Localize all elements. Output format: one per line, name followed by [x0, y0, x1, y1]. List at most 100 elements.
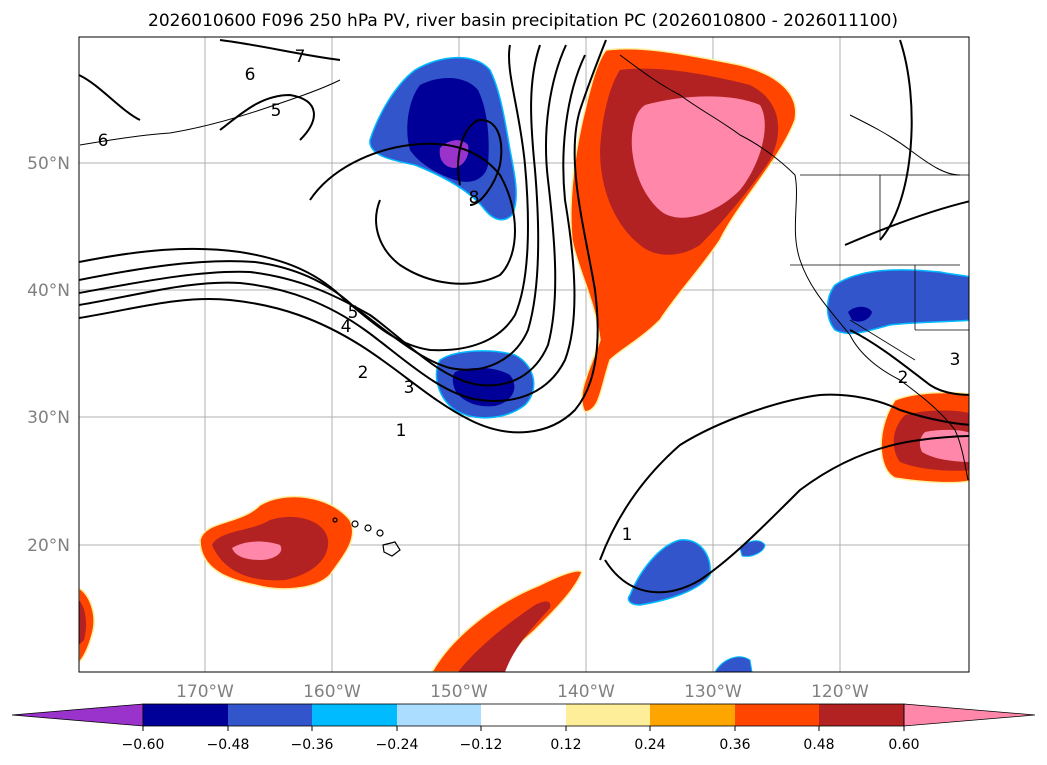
pos-west-edge-mid [79, 600, 87, 645]
island-big [382, 541, 401, 557]
negative-anomaly-california [826, 269, 969, 335]
lat-label-40n: 40°N [27, 281, 70, 301]
latitude-labels: 50°N 40°N 30°N 20°N [27, 154, 70, 556]
contour-label: 2 [358, 363, 369, 383]
neg-se-low [627, 539, 711, 606]
colorbar-segment [228, 704, 312, 726]
colorbar-tick-labels: −0.60 −0.48 −0.36 −0.24 −0.12 0.12 0.24 … [122, 737, 920, 753]
colorbar-tick-label: 0.36 [719, 737, 750, 753]
pv-contour-13 [849, 329, 969, 396]
neg-region-mid [407, 78, 489, 182]
coastline [79, 54, 969, 481]
pv-contour-4 [79, 44, 541, 371]
hawaii [332, 517, 401, 557]
island-4 [376, 529, 384, 537]
contour-labels: 7 6 6 5 8 5 4 2 3 1 1 3 2 [98, 47, 961, 545]
lon-label-160w: 160°W [303, 682, 361, 702]
colorbar-segment [481, 704, 566, 726]
pv-contour-3 [79, 44, 567, 387]
lon-label-170w: 170°W [176, 682, 234, 702]
map-content [79, 37, 969, 672]
colorbar-tick-label: −0.24 [376, 737, 419, 753]
contour-label: 4 [341, 317, 352, 337]
negative-anomaly-gulf-alaska [369, 56, 517, 221]
contour-label: 1 [396, 421, 407, 441]
positive-anomaly-south [79, 570, 583, 672]
contour-label: 5 [348, 303, 359, 323]
pv-contour-6 [309, 142, 516, 285]
contour-label: 6 [245, 65, 256, 85]
colorbar-segment [819, 704, 904, 726]
contour-label: 2 [898, 368, 909, 388]
contour-label: 3 [404, 378, 415, 398]
colorbar-tick-label: −0.48 [207, 737, 250, 753]
border-state-4 [849, 319, 916, 361]
positive-anomaly-baja [880, 391, 969, 484]
pv-contour-8 [79, 74, 141, 121]
coast-canada [849, 114, 961, 176]
lat-label-30n: 30°N [27, 408, 70, 428]
contour-label: 7 [295, 47, 306, 67]
colorbar-tick-label: 0.12 [550, 737, 581, 753]
colorbar-ticks [142, 726, 905, 731]
pv-contours [79, 39, 969, 594]
contour-label: 3 [950, 350, 961, 370]
colorbar-tick-label: −0.12 [460, 737, 503, 753]
lon-label-120w: 120°W [811, 682, 869, 702]
colorbar-tick-label: 0.24 [634, 737, 665, 753]
island-1 [332, 517, 338, 523]
pv-contour-10 [599, 393, 969, 561]
colorbar-tick-label: 0.60 [888, 737, 919, 753]
map-background [79, 37, 969, 672]
colorbar-extend-min [11, 703, 144, 727]
pv-contour-9 [457, 118, 503, 206]
neg-se-bottom [714, 656, 753, 672]
colorbar-outline [142, 703, 905, 727]
borders [790, 174, 969, 361]
colorbar: −0.60 −0.48 −0.36 −0.24 −0.12 0.12 0.24 … [11, 703, 1036, 753]
island-2 [351, 520, 359, 528]
colorbar-segment [650, 704, 735, 726]
negative-anomaly-southeast [627, 539, 766, 672]
lon-label-130w: 130°W [684, 682, 742, 702]
lon-label-150w: 150°W [430, 682, 488, 702]
contour-label: 8 [469, 188, 480, 208]
lat-label-50n: 50°N [27, 154, 70, 174]
colorbar-extend-max [903, 703, 1036, 727]
pv-contour-14 [879, 39, 913, 241]
contour-label: 5 [271, 101, 282, 121]
pv-contour-11 [604, 435, 969, 594]
coast-aleutians [79, 79, 341, 146]
pos-south-mid [458, 601, 551, 672]
colorbar-segment [735, 704, 819, 726]
colorbar-segment [143, 704, 228, 726]
positive-anomaly-pacific-nw [570, 47, 797, 413]
pv-contour-7 [219, 93, 315, 141]
pos-region-high [631, 96, 765, 218]
coast-north-america [619, 54, 969, 481]
lon-label-140w: 140°W [557, 682, 615, 702]
colorbar-tick-label: −0.60 [122, 737, 165, 753]
lat-label-20n: 20°N [27, 536, 70, 556]
map-frame [78, 36, 970, 673]
positive-anomaly-subtropical [199, 495, 354, 590]
contour-label: 1 [622, 525, 633, 545]
island-3 [364, 524, 372, 532]
pv-contour-5 [79, 44, 529, 352]
figure-title: 2026010600 F096 250 hPa PV, river basin … [148, 11, 898, 31]
pv-contour-15 [219, 39, 341, 61]
neg-se-small [739, 540, 766, 557]
colorbar-segment [312, 704, 397, 726]
pv-contour-12 [844, 200, 969, 246]
pos-sub-high [232, 541, 282, 560]
colorbar-segment [566, 704, 650, 726]
neg-cal-mid [848, 306, 872, 322]
colorbar-tick-label: −0.36 [291, 737, 334, 753]
colorbar-segment [397, 704, 481, 726]
pv-contour-1 [79, 39, 607, 434]
negative-anomaly-central [435, 350, 535, 419]
contour-label: 6 [98, 131, 109, 151]
colorbar-tick-label: 0.48 [803, 737, 834, 753]
pv-contour-2 [79, 54, 586, 402]
